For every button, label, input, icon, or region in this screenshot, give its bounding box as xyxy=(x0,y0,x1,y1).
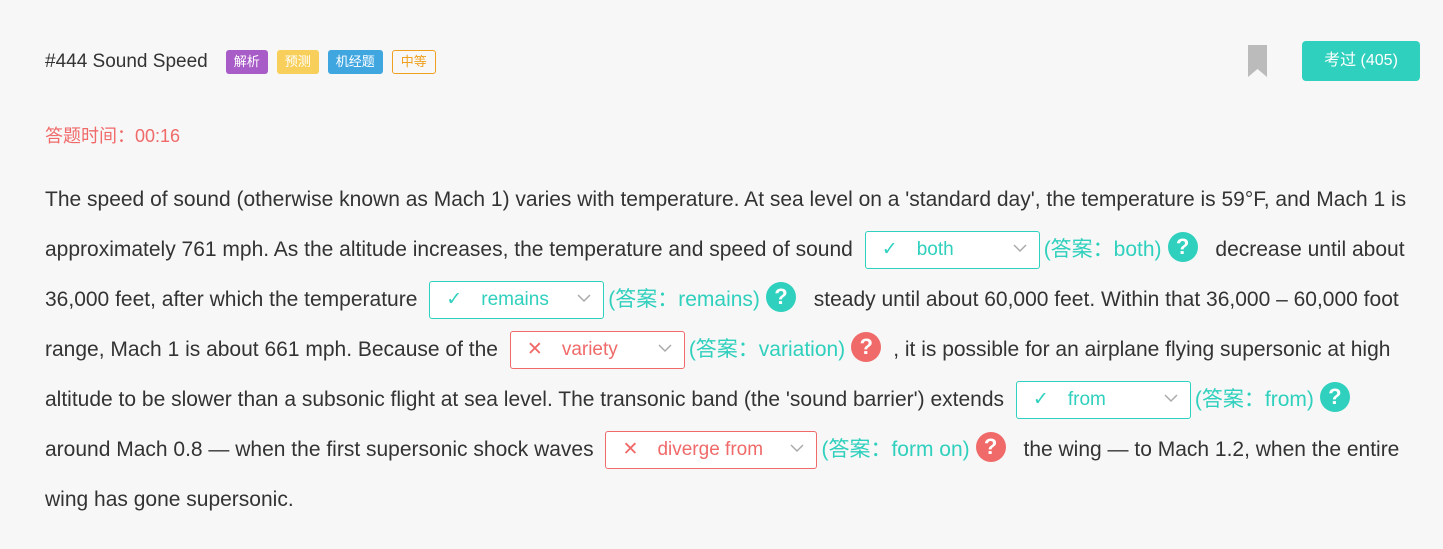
blank-answer: (答案：remains) xyxy=(608,288,760,311)
blank-answer: (答案：both) xyxy=(1043,238,1162,261)
passage-segment: The speed of sound (otherwise known as M… xyxy=(45,188,1407,261)
passage-segment: steady until about 60,000 feet. Within t… xyxy=(45,288,1399,361)
tag-analysis[interactable]: 解析 xyxy=(225,50,268,74)
chevron-down-icon xyxy=(1164,394,1178,403)
blank-selected-value: variety xyxy=(561,339,618,361)
blank-dropdown-1[interactable]: ✓ both xyxy=(864,231,1040,270)
passage-segment: the wing — to Mach 1.2, when the entire … xyxy=(45,438,1400,511)
answer-timer: 答题时间：00:16 xyxy=(45,122,180,148)
chevron-down-icon xyxy=(658,344,672,353)
tag-exam-question[interactable]: 机经题 xyxy=(327,50,383,74)
passage-segment: , it is possible for an airplane flying … xyxy=(45,338,1391,411)
chevron-down-icon xyxy=(790,444,804,453)
check-icon: ✓ xyxy=(446,289,463,311)
passage-segment: decrease until about 36,000 feet, after … xyxy=(45,238,1405,311)
blank-answer: (答案：from) xyxy=(1194,388,1314,411)
bookmark-icon[interactable] xyxy=(1248,45,1267,77)
blank-selected-value: diverge from xyxy=(657,439,764,461)
blank-dropdown-2[interactable]: ✓ remains xyxy=(429,281,605,320)
blank-answer: (答案：variation) xyxy=(688,338,846,361)
question-header: #444 Sound Speed 解析 预测 机经题 中等 xyxy=(45,45,445,79)
tag-difficulty: 中等 xyxy=(391,50,436,74)
check-icon: ✓ xyxy=(881,239,898,261)
check-icon: ✓ xyxy=(1032,389,1049,411)
timer-value: 00:16 xyxy=(135,126,181,146)
cross-icon: ✕ xyxy=(622,439,639,461)
help-icon[interactable]: ? xyxy=(975,432,1006,463)
blank-selected-value: both xyxy=(916,239,954,261)
blank-dropdown-4[interactable]: ✓ from xyxy=(1015,381,1191,420)
help-icon[interactable]: ? xyxy=(851,332,882,363)
help-icon[interactable]: ? xyxy=(1167,232,1198,263)
passage-text: The speed of sound (otherwise known as M… xyxy=(45,175,1415,525)
chevron-down-icon xyxy=(577,294,591,303)
chevron-down-icon xyxy=(1013,244,1027,253)
exam-count-button[interactable]: 考过 (405) xyxy=(1302,41,1420,81)
blank-selected-value: from xyxy=(1067,389,1106,411)
passage-segment: around Mach 0.8 — when the first superso… xyxy=(45,438,594,461)
blank-answer: (答案：form on) xyxy=(821,438,970,461)
help-icon[interactable]: ? xyxy=(765,282,796,313)
tag-prediction[interactable]: 预测 xyxy=(276,50,319,74)
cross-icon: ✕ xyxy=(526,339,543,361)
question-title: #444 Sound Speed xyxy=(45,51,208,72)
blank-dropdown-3[interactable]: ✕ variety xyxy=(509,331,685,370)
blank-selected-value: remains xyxy=(481,289,549,311)
help-icon[interactable]: ? xyxy=(1319,382,1350,413)
blank-dropdown-5[interactable]: ✕ diverge from xyxy=(605,431,818,470)
timer-label: 答题时间： xyxy=(45,126,135,146)
